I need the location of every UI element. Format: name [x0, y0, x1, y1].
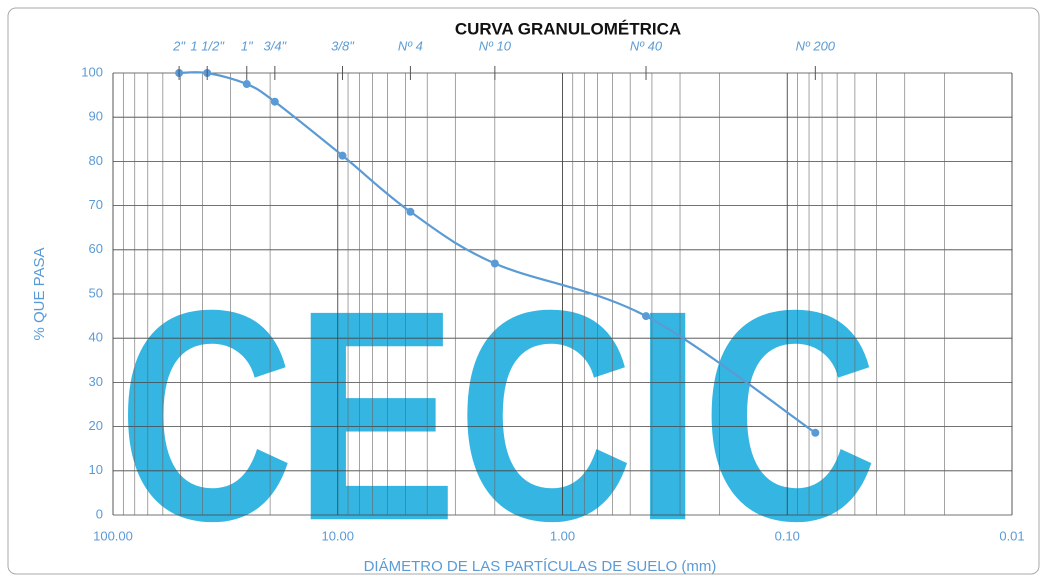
sieve-label: 3/4"	[263, 38, 287, 53]
y-tick-label: 10	[89, 462, 103, 477]
data-point	[338, 151, 347, 160]
x-tick-label: 1.00	[550, 528, 575, 543]
x-tick-label: 100.00	[93, 528, 133, 543]
watermark-text: CECIC	[118, 247, 878, 578]
y-tick-label: 100	[81, 64, 103, 79]
x-tick-label: 0.10	[775, 528, 800, 543]
sieve-label: Nº 40	[630, 38, 663, 53]
x-axis-label: DIÁMETRO DE LAS PARTÍCULAS DE SUELO (mm)	[364, 558, 717, 575]
sieve-label: 3/8"	[331, 38, 355, 53]
data-point	[406, 207, 415, 216]
y-tick-label: 90	[89, 109, 103, 124]
y-axis-label: % QUE PASA	[31, 247, 48, 340]
y-tick-label: 30	[89, 374, 103, 389]
data-point	[270, 97, 279, 106]
y-tick-label: 70	[89, 197, 103, 212]
data-point	[642, 312, 651, 321]
x-tick-label: 10.00	[321, 528, 354, 543]
sieve-label: Nº 200	[796, 38, 836, 53]
data-point	[490, 259, 499, 268]
y-tick-label: 50	[89, 285, 103, 300]
sieve-label: Nº 4	[398, 38, 423, 53]
sieve-label: 2"	[172, 38, 186, 53]
sieve-label: 1 1/2"	[190, 38, 225, 53]
data-point	[811, 428, 820, 437]
y-tick-label: 40	[89, 330, 103, 345]
x-tick-label: 0.01	[999, 528, 1024, 543]
sieve-label: Nº 10	[479, 38, 512, 53]
grid-layer	[112, 72, 1013, 516]
watermark-layer: CECIC	[118, 247, 878, 578]
chart-frame	[7, 7, 1040, 575]
y-tick-label: 0	[96, 506, 103, 521]
y-tick-label: 80	[89, 153, 103, 168]
y-tick-label: 60	[89, 241, 103, 256]
data-point	[242, 80, 251, 89]
y-tick-label: 20	[89, 418, 103, 433]
sieve-label: 1"	[241, 38, 254, 53]
chart-title: CURVA GRANULOMÉTRICA	[455, 19, 681, 38]
